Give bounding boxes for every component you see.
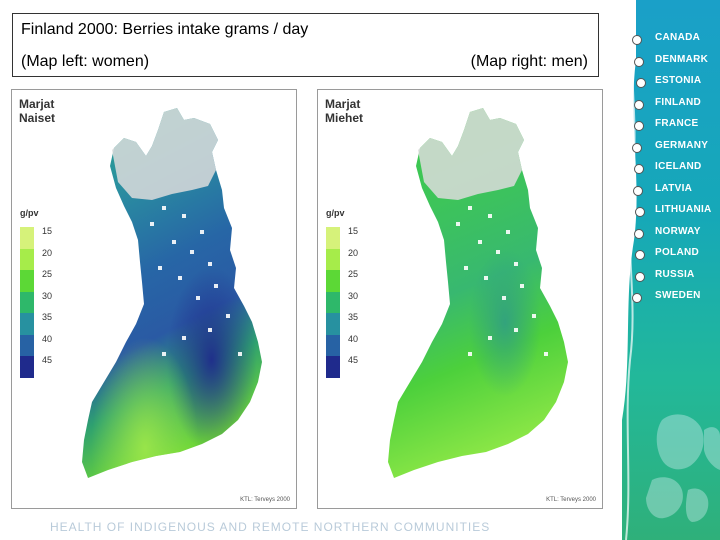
legend-label: 25 xyxy=(348,269,359,279)
finland-map-women xyxy=(82,108,262,478)
legend-label: 15 xyxy=(348,226,359,236)
country-label: POLAND xyxy=(655,247,700,258)
bullet-dot-icon xyxy=(635,207,645,217)
header-box: Finland 2000: Berries intake grams / day… xyxy=(12,13,599,77)
bullet-dot-icon xyxy=(634,229,644,239)
legend-swatch xyxy=(326,291,340,313)
country-label: DENMARK xyxy=(655,54,709,65)
legend-label: 30 xyxy=(348,290,359,301)
map-title-line2: Miehet xyxy=(325,111,364,125)
country-label: LITHUANIA xyxy=(655,204,712,215)
country-label: ESTONIA xyxy=(655,75,702,86)
legend-swatch xyxy=(20,291,34,313)
bullet-dot-icon xyxy=(636,78,646,88)
right-map-caption: (Map right: men) xyxy=(470,53,588,70)
legend-label: 35 xyxy=(348,312,359,322)
map-title-line1: Marjat xyxy=(19,97,55,111)
legend-swatch xyxy=(20,313,34,335)
legend-label: 45 xyxy=(42,355,53,365)
bullet-dot-icon xyxy=(634,121,644,131)
bullet-dot-icon xyxy=(632,143,642,153)
country-label: FRANCE xyxy=(655,118,699,129)
map-panel-men: Marjat Miehet g/pv 15 20 25 30 35 40 45 KTL: T… xyxy=(317,89,603,509)
country-sidebar: CANADA DENMARK ESTONIA FINLAND FRANCE GERMANY… xyxy=(622,0,720,540)
legend-label: 20 xyxy=(42,247,53,258)
legend-swatch xyxy=(326,270,340,292)
legend-swatch xyxy=(326,313,340,335)
legend-swatch xyxy=(326,356,340,378)
legend-title: g/pv xyxy=(326,208,345,218)
country-label: NORWAY xyxy=(655,226,701,237)
bullet-dot-icon xyxy=(634,57,644,67)
bullet-dot-icon xyxy=(634,100,644,110)
legend-swatch xyxy=(20,227,34,249)
legend-label: 40 xyxy=(348,333,359,344)
country-label: ICELAND xyxy=(655,161,702,172)
bullet-dot-icon xyxy=(632,35,642,45)
footer-text: HEALTH OF INDIGENOUS AND REMOTE NORTHERN… xyxy=(50,520,491,534)
map-panel-women: Marjat Naiset g/pv 15 20 25 30 35 40 45 KTL: T… xyxy=(11,89,297,509)
map-title: Marjat Naiset xyxy=(19,97,55,125)
left-map-caption: (Map left: women) xyxy=(21,53,150,70)
map-title-line1: Marjat xyxy=(325,97,361,111)
legend-swatch xyxy=(326,334,340,356)
bullet-dot-icon xyxy=(632,293,642,303)
map-credit: KTL: Terveys 2000 xyxy=(546,497,596,503)
legend-label: 15 xyxy=(42,226,53,236)
globe-icon xyxy=(646,414,720,522)
bullet-dot-icon xyxy=(635,272,645,282)
legend-title: g/pv xyxy=(20,208,39,218)
legend-label: 30 xyxy=(42,290,53,301)
legend-label: 25 xyxy=(42,269,53,279)
legend-label: 20 xyxy=(348,247,359,258)
page-title: Finland 2000: Berries intake grams / day xyxy=(21,21,309,38)
legend-label: 45 xyxy=(348,355,359,365)
country-label: SWEDEN xyxy=(655,290,701,301)
finland-map-men xyxy=(388,108,568,478)
legend-swatch xyxy=(326,227,340,249)
country-label: GERMANY xyxy=(655,140,709,151)
map-title: Marjat Miehet xyxy=(325,97,363,125)
legend-label: 40 xyxy=(42,333,53,344)
country-label: CANADA xyxy=(655,32,701,43)
country-label: FINLAND xyxy=(655,97,701,108)
country-label: RUSSIA xyxy=(655,269,695,280)
country-label: LATVIA xyxy=(655,183,693,194)
map-title-line2: Naiset xyxy=(19,111,56,125)
bullet-dot-icon xyxy=(634,164,644,174)
bullet-dot-icon xyxy=(635,250,645,260)
legend-swatch xyxy=(20,270,34,292)
bullet-dot-icon xyxy=(633,186,643,196)
legend-swatch xyxy=(20,356,34,378)
legend-label: 35 xyxy=(42,312,53,322)
legend-swatch xyxy=(326,248,340,270)
legend-swatch xyxy=(20,248,34,270)
map-credit: KTL: Terveys 2000 xyxy=(240,497,290,503)
sidebar-background xyxy=(622,0,720,540)
legend-swatch xyxy=(20,334,34,356)
